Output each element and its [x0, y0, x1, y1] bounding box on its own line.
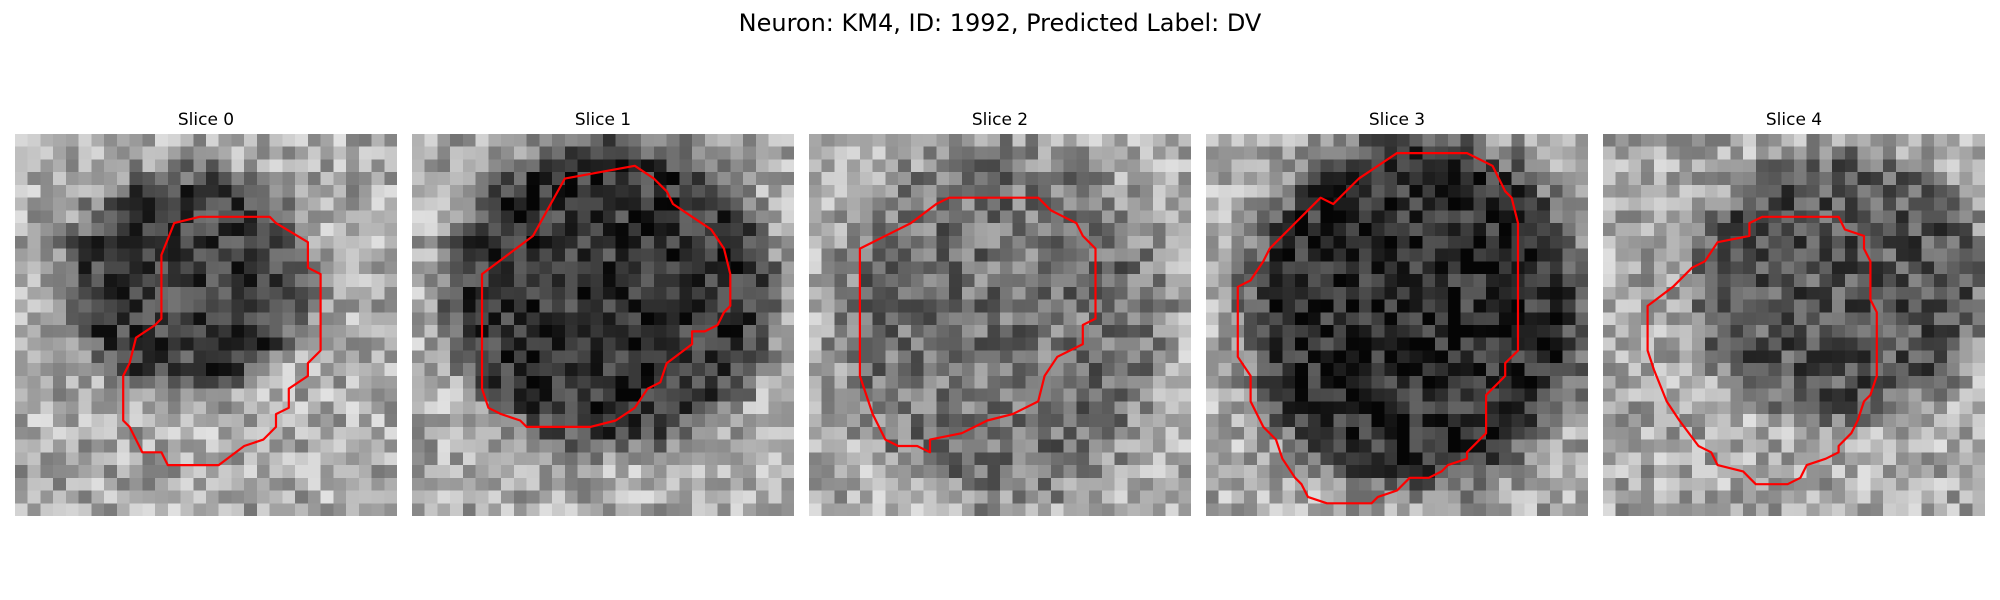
- slice-image-3: [1206, 134, 1588, 516]
- slice-image-4: [1603, 134, 1985, 516]
- pixel-grid: [412, 134, 794, 516]
- roi-contour: [858, 196, 1097, 454]
- slice-image-1: [412, 134, 794, 516]
- roi-contour: [1236, 152, 1520, 505]
- slice-title: Slice 0: [177, 110, 235, 130]
- slice-panel-0: Slice 0: [15, 110, 397, 516]
- slice-panel-4: Slice 4: [1603, 110, 1985, 516]
- slice-title: Slice 2: [971, 110, 1029, 130]
- roi-contour: [1646, 215, 1878, 486]
- slice-panel-1: Slice 1: [412, 110, 794, 516]
- slice-title: Slice 1: [574, 110, 632, 130]
- figure-title: Neuron: KM4, ID: 1992, Predicted Label: …: [738, 9, 1262, 37]
- slice-image-0: [15, 134, 397, 516]
- roi-contour: [480, 164, 732, 428]
- slice-title: Slice 3: [1368, 110, 1426, 130]
- roi-contour: [122, 215, 322, 467]
- pixel-grid: [809, 134, 1191, 516]
- slice-title: Slice 4: [1765, 110, 1823, 130]
- pixel-grid: [1603, 134, 1985, 516]
- pixel-grid: [15, 134, 397, 516]
- pixel-grid: [1206, 134, 1588, 516]
- slice-panel-3: Slice 3: [1206, 110, 1588, 516]
- slice-image-2: [809, 134, 1191, 516]
- slice-panel-2: Slice 2: [809, 110, 1191, 516]
